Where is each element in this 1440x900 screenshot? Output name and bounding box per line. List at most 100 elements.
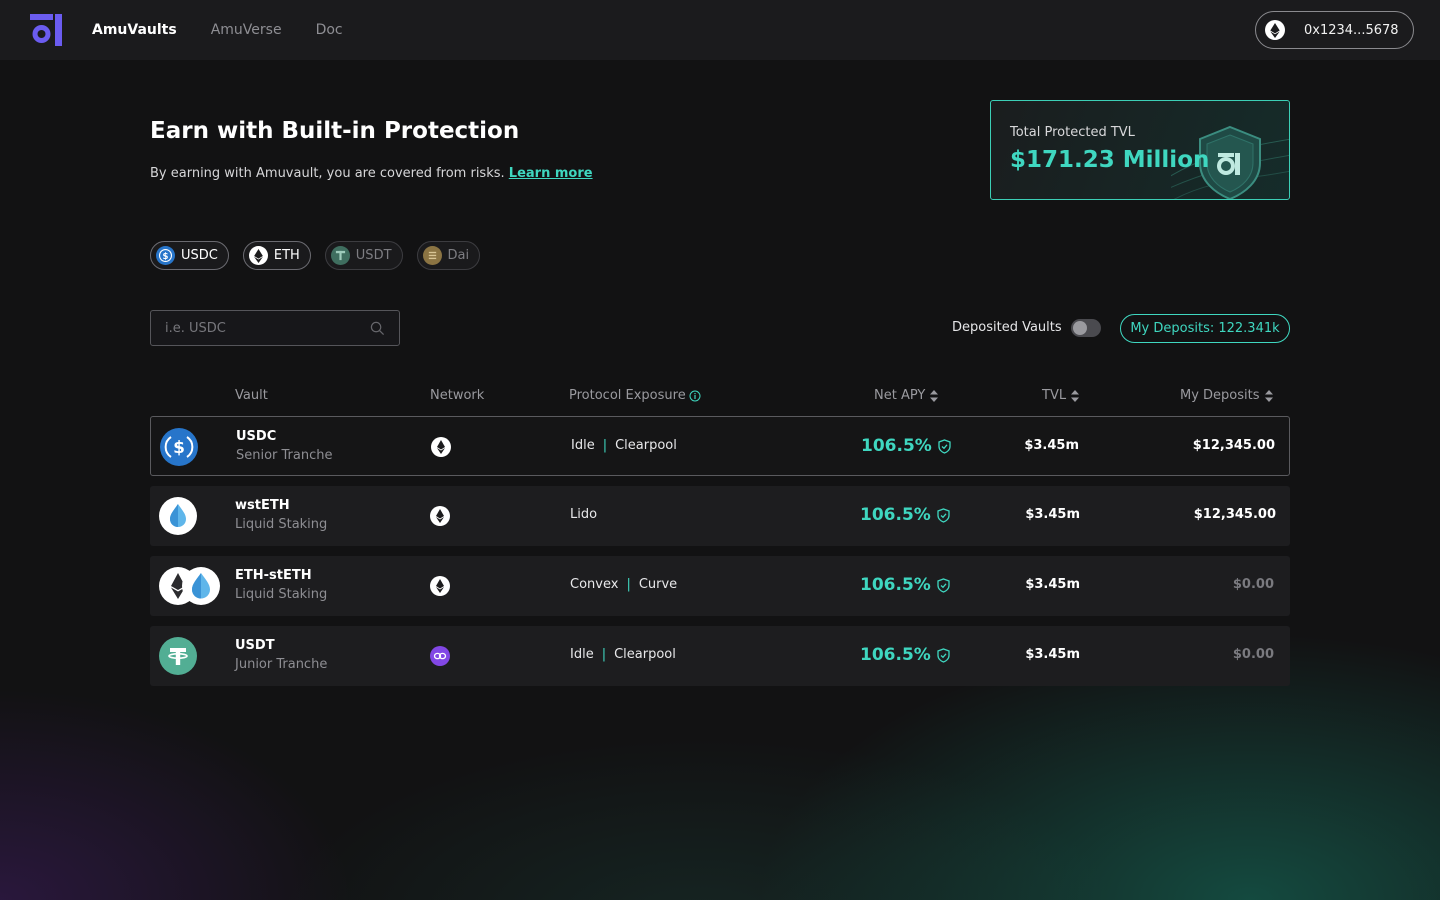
- exposure-separator: |: [601, 647, 607, 662]
- header-apy-label: Net APY: [874, 388, 926, 403]
- nav-amuverse[interactable]: AmuVerse: [210, 22, 282, 38]
- chip-eth[interactable]: ETH: [242, 241, 311, 270]
- tvl-label: Total Protected TVL: [1010, 125, 1135, 140]
- my-deposits-button[interactable]: My Deposits: 122.341k: [1120, 314, 1290, 343]
- vault-tvl: $3.45m: [1025, 647, 1080, 662]
- usdc-icon: $: [156, 246, 175, 265]
- protocol-exposure: Idle | Clearpool: [570, 647, 676, 662]
- deposited-vaults-label: Deposited Vaults: [952, 320, 1062, 335]
- vault-row-usdt[interactable]: USDT Junior Tranche Idle | Clearpool 106…: [150, 626, 1290, 686]
- vault-tvl: $3.45m: [1025, 507, 1080, 522]
- page-title: Earn with Built-in Protection: [150, 118, 520, 144]
- usdc-icon: $: [160, 428, 198, 466]
- search-icon[interactable]: [370, 321, 385, 336]
- vault-name: USDT: [235, 638, 275, 653]
- vault-tranche: Liquid Staking: [235, 517, 328, 532]
- ethereum-icon: [430, 576, 450, 596]
- top-navigation-bar: AmuVaults AmuVerse Doc 0x1234...5678: [0, 0, 1440, 60]
- ethereum-icon: [430, 506, 450, 526]
- net-apy: 106.5%: [861, 436, 951, 456]
- exposure-protocol: Convex: [570, 577, 619, 592]
- chip-usdc[interactable]: $ USDC: [150, 241, 229, 270]
- vault-icon-wrap: $: [160, 428, 198, 466]
- my-deposit-value: $12,345.00: [1192, 438, 1275, 453]
- wallet-connect-button[interactable]: 0x1234...5678: [1255, 11, 1414, 49]
- subtitle-text: By earning with Amuvault, you are covere…: [150, 166, 505, 181]
- apy-value: 106.5%: [860, 505, 931, 525]
- polygon-icon: [430, 646, 450, 666]
- vault-row-eth-steth[interactable]: ETH-stETH Liquid Staking Convex | Curve …: [150, 556, 1290, 616]
- vault-tvl: $3.45m: [1024, 438, 1079, 453]
- chip-label: USDT: [355, 248, 392, 263]
- vault-name: ETH-stETH: [235, 568, 312, 583]
- protocol-exposure: Idle | Clearpool: [571, 438, 677, 453]
- header-tvl[interactable]: TVL: [1042, 388, 1080, 403]
- exposure-protocol: Clearpool: [615, 438, 677, 453]
- chip-label: ETH: [273, 248, 300, 263]
- learn-more-link[interactable]: Learn more: [508, 166, 593, 181]
- wallet-address: 0x1234...5678: [1304, 22, 1399, 38]
- header-tvl-label: TVL: [1042, 388, 1067, 403]
- vault-tranche: Junior Tranche: [235, 657, 328, 672]
- protocol-exposure: Convex | Curve: [570, 577, 677, 592]
- chip-label: Dai: [447, 248, 470, 263]
- total-tvl-card: Total Protected TVL $171.23 Million: [990, 100, 1290, 200]
- my-deposit-value: $12,345.00: [1193, 507, 1276, 522]
- apy-value: 106.5%: [861, 436, 932, 456]
- vault-row-usdc[interactable]: $ USDC Senior Tranche Idle | Clearpool 1…: [150, 416, 1290, 476]
- shield-check-icon: [938, 438, 951, 454]
- chip-dai[interactable]: Dai: [416, 241, 481, 270]
- vault-name: wstETH: [235, 498, 290, 513]
- eth-steth-pair-icon: [159, 567, 220, 605]
- header-my-deposits[interactable]: My Deposits: [1180, 388, 1273, 403]
- nav-doc[interactable]: Doc: [315, 22, 343, 38]
- apy-value: 106.5%: [860, 645, 931, 665]
- header-deposits-label: My Deposits: [1180, 388, 1260, 403]
- shield-logo-icon: [1171, 125, 1289, 199]
- header-protocol-exposure: Protocol Exposure: [569, 388, 701, 403]
- net-apy: 106.5%: [860, 575, 950, 595]
- search-input[interactable]: [151, 311, 361, 345]
- header-exposure-label: Protocol Exposure: [569, 388, 686, 403]
- exposure-separator: |: [626, 577, 631, 592]
- token-filter-chips: $ USDC ETH USDT Dai: [150, 241, 481, 270]
- apy-value: 106.5%: [860, 575, 931, 595]
- header-vault: Vault: [235, 388, 268, 403]
- exposure-protocol: Curve: [638, 577, 678, 592]
- svg-text:$: $: [173, 438, 185, 458]
- exposure-protocol: Idle: [570, 647, 594, 662]
- svg-text:$: $: [163, 252, 169, 262]
- dai-icon: [422, 246, 442, 265]
- chip-usdt[interactable]: USDT: [324, 241, 403, 270]
- info-icon[interactable]: [689, 390, 701, 402]
- shield-check-icon: [937, 647, 950, 663]
- vault-table-header: Vault Network Protocol Exposure Net APY …: [150, 388, 1290, 408]
- toggle-knob: [1073, 321, 1087, 335]
- net-apy: 106.5%: [860, 505, 950, 525]
- usdt-icon: [330, 246, 350, 265]
- usdt-icon: [159, 637, 197, 675]
- amuvaults-logo[interactable]: [30, 14, 62, 46]
- main-nav: AmuVaults AmuVerse Doc: [92, 0, 377, 60]
- vault-icon-wrap: [159, 497, 197, 535]
- vault-icon-wrap: [159, 567, 221, 605]
- page-subtitle: By earning with Amuvault, you are covere…: [150, 166, 593, 181]
- sort-icon: [930, 389, 939, 402]
- ethereum-icon: [1265, 20, 1285, 40]
- vault-icon-wrap: [159, 637, 197, 675]
- exposure-protocol: Lido: [570, 507, 598, 522]
- shield-check-icon: [937, 507, 950, 523]
- nav-amuvaults[interactable]: AmuVaults: [92, 22, 177, 38]
- net-apy: 106.5%: [860, 645, 950, 665]
- wsteth-icon: [159, 497, 197, 535]
- ethereum-icon: [431, 437, 451, 457]
- my-deposit-value: $0.00: [1232, 647, 1274, 662]
- chip-label: USDC: [181, 248, 218, 263]
- search-box: [150, 310, 400, 346]
- vault-tvl: $3.45m: [1025, 577, 1080, 592]
- my-deposit-value: $0.00: [1232, 577, 1274, 592]
- sort-icon: [1071, 389, 1080, 402]
- deposited-vaults-toggle[interactable]: [1071, 319, 1101, 337]
- header-net-apy[interactable]: Net APY: [874, 388, 939, 403]
- vault-row-wsteth[interactable]: wstETH Liquid Staking Lido 106.5% $3.45m…: [150, 486, 1290, 546]
